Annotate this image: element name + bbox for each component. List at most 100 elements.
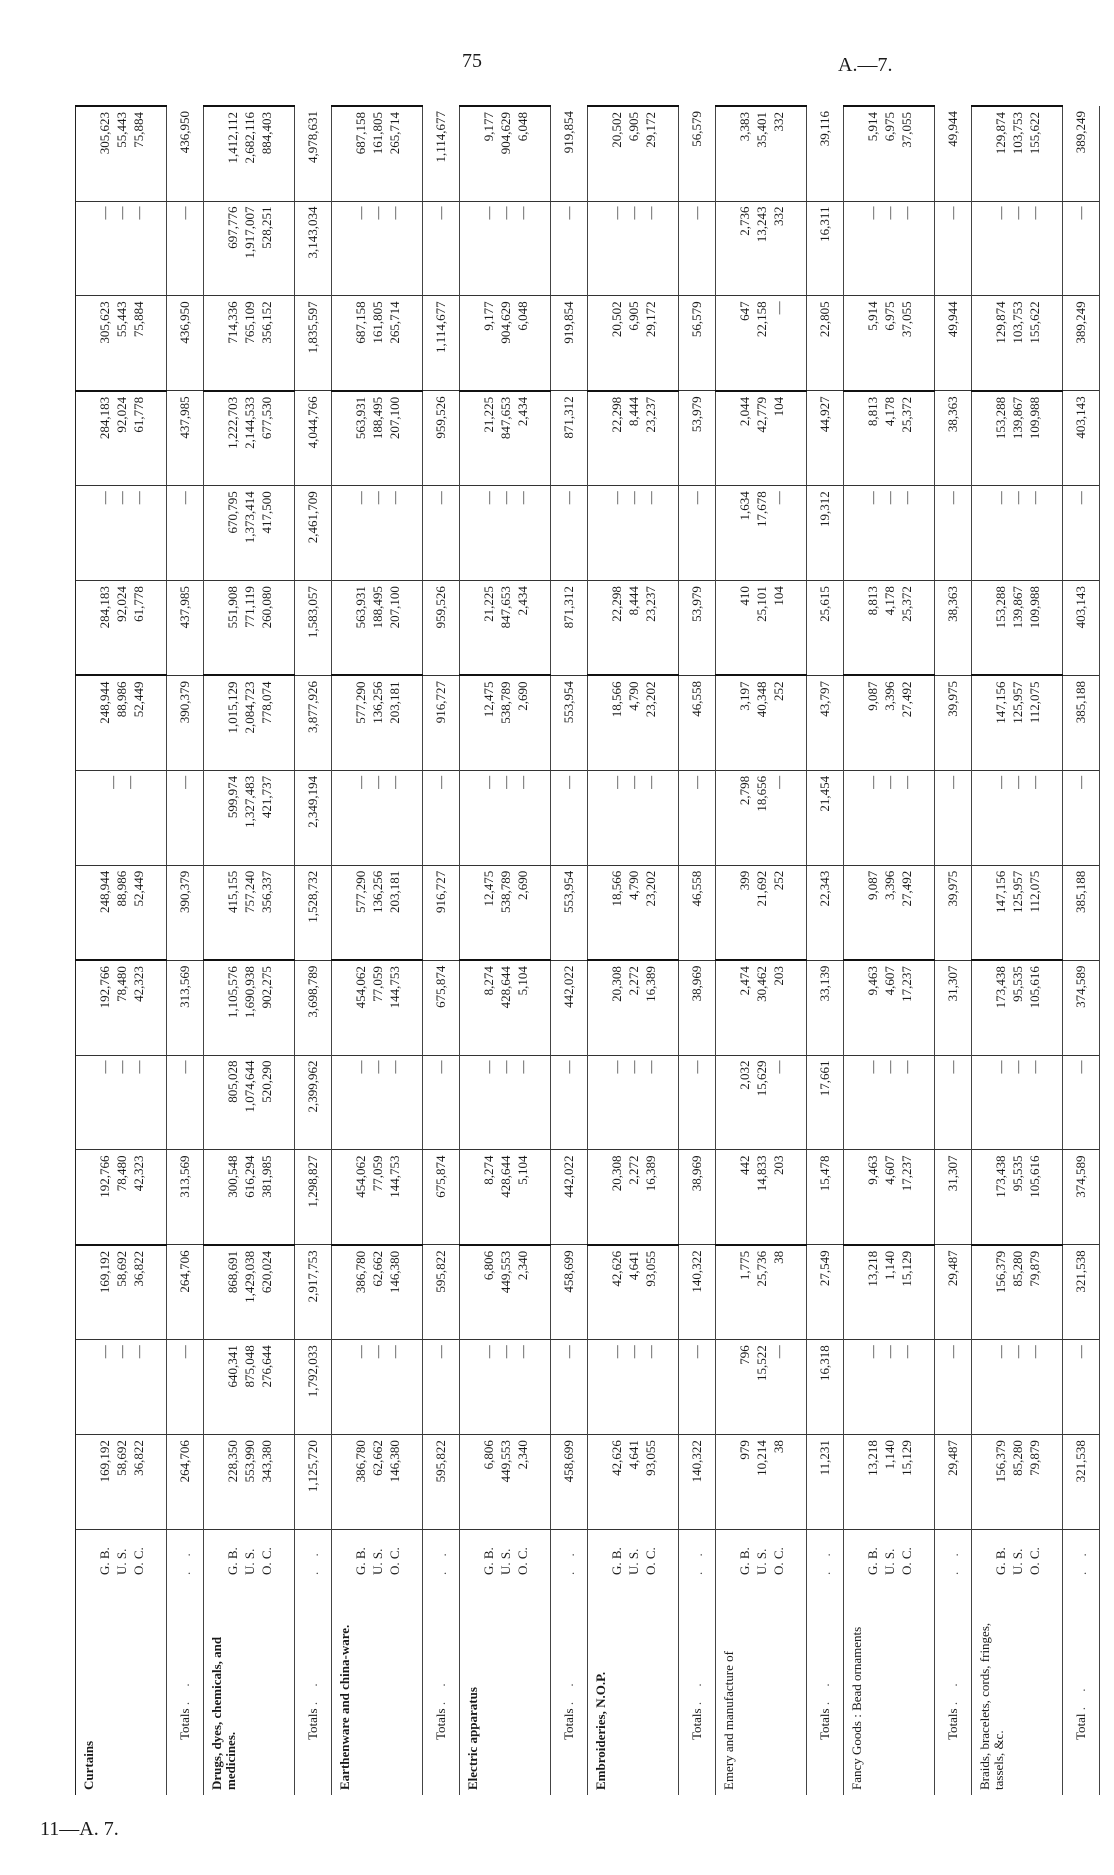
value: 25,372	[898, 396, 914, 433]
value: 677,530	[258, 396, 274, 440]
total-value: 553,954	[550, 675, 588, 771]
value: —	[514, 491, 530, 505]
value: —	[898, 775, 914, 789]
value: 2,736	[736, 206, 752, 236]
value: 25,101	[753, 586, 769, 622]
value: 36,822	[130, 1250, 146, 1287]
item-label: Embroideries, N.O.P.	[587, 1580, 679, 1795]
value: 2,474	[736, 966, 752, 996]
country-codes: G. B. U. S. O. C.	[715, 1529, 807, 1580]
total-value: 140,322	[678, 1434, 716, 1530]
value: 77,059	[369, 966, 385, 1002]
value: 616,294	[241, 1155, 257, 1198]
value: 15,522	[753, 1345, 769, 1381]
value: —	[898, 206, 914, 220]
value: 77,059	[369, 1155, 385, 1192]
value: 203,181	[386, 870, 402, 914]
value: 21,692	[753, 870, 769, 907]
value: 61,778	[130, 586, 146, 622]
country-code: U. S.	[1009, 1548, 1025, 1575]
total-value: 919,854	[550, 295, 588, 391]
value: 147,156	[992, 870, 1008, 914]
value-cell: 18,566 4,790 23,202	[587, 675, 679, 771]
value: —	[369, 775, 385, 789]
value: 904,629	[497, 112, 513, 155]
totals-code-cell: . .	[550, 1529, 588, 1580]
leader-dots: . .	[1073, 1547, 1089, 1575]
value: 2,690	[514, 870, 530, 901]
value: 169,192	[96, 1250, 112, 1294]
value: —	[770, 775, 786, 789]
total-value: 4,044,766	[294, 390, 332, 486]
value: —	[386, 1345, 402, 1359]
value: 75,884	[130, 301, 146, 338]
value: 6,048	[514, 301, 530, 331]
value: 399	[736, 870, 752, 891]
total-value: 4,978,631	[294, 106, 332, 202]
totals-code-cell: . .	[934, 1529, 972, 1580]
value: 4,178	[881, 396, 897, 427]
totals-label: Totals . .	[550, 1580, 588, 1795]
value: —	[864, 1060, 880, 1074]
value: 8,274	[480, 966, 496, 996]
value: 3,197	[736, 681, 752, 711]
value-cell: 2,798 18,656—	[715, 770, 807, 866]
value: 6,905	[625, 301, 641, 331]
value: 25,372	[898, 586, 914, 622]
value: 1,222,703	[224, 396, 240, 449]
value: 136,256	[369, 681, 385, 724]
value-cell: 22,298 8,444 23,237	[587, 580, 679, 676]
total-value: 385,188	[1062, 865, 1100, 961]
value: —	[864, 206, 880, 220]
value: 284,183	[96, 396, 112, 440]
value: 6,806	[480, 1440, 496, 1470]
value: 410	[736, 586, 752, 606]
item-label: Curtains	[75, 1580, 167, 1795]
value-cell: — — —	[971, 1339, 1063, 1435]
value-cell: 2,044 42,779 104	[715, 390, 807, 486]
country-codes: G. B. U. S. O. C.	[203, 1529, 295, 1580]
value: 93,055	[642, 1250, 658, 1287]
value: 284,183	[96, 586, 112, 629]
value: 1,105,576	[224, 966, 240, 1019]
leader-dots: . .	[177, 1547, 193, 1575]
total-value: 49,944	[934, 295, 972, 391]
value-cell: 454,062 77,059 144,753	[331, 960, 423, 1056]
value: 428,644	[497, 1155, 513, 1198]
total-value: 25,615	[806, 580, 844, 676]
value: —	[864, 491, 880, 505]
value-cell: — — —	[971, 485, 1063, 581]
totals-label: Totals . .	[806, 1580, 844, 1795]
value: 6,806	[480, 1250, 496, 1281]
value: 62,662	[369, 1250, 385, 1287]
value: 2,340	[514, 1250, 530, 1281]
value: 687,158	[352, 112, 368, 155]
total-value: 916,727	[422, 675, 460, 771]
country-codes: G. B. U. S. O. C.	[587, 1529, 679, 1580]
value-cell: — — —	[459, 1339, 551, 1435]
country-codes: G. B. U. S. O. C.	[459, 1529, 551, 1580]
value: 29,172	[642, 301, 658, 338]
value: 305,623	[96, 112, 112, 155]
value: 104	[770, 586, 786, 606]
value: —	[96, 1060, 112, 1074]
value: 18,566	[608, 681, 624, 718]
value: 36,822	[130, 1440, 146, 1476]
value-cell: 173,438 95,535 105,616	[971, 1149, 1063, 1245]
value: 417,500	[258, 491, 274, 534]
value: 161,805	[369, 112, 385, 155]
total-value: —	[678, 770, 716, 866]
value: —	[369, 1345, 385, 1359]
item-label: Braids, bracelets, cords, fringes, tasse…	[971, 1580, 1063, 1795]
value-cell: 551,908 771,119 260,080	[203, 580, 295, 676]
value-cell: 687,158 161,805 265,714	[331, 295, 423, 391]
country-code: O. C.	[386, 1547, 402, 1575]
value: 9,463	[864, 1155, 880, 1185]
value: 12,475	[480, 681, 496, 718]
value: 20,308	[608, 1155, 624, 1192]
value-cell: 670,795 1,373,414 417,500	[203, 485, 295, 581]
value: 2,084,723	[241, 681, 257, 734]
value: 356,337	[258, 870, 274, 914]
total-value: —	[934, 201, 972, 296]
total-value: 38,969	[678, 1149, 716, 1245]
